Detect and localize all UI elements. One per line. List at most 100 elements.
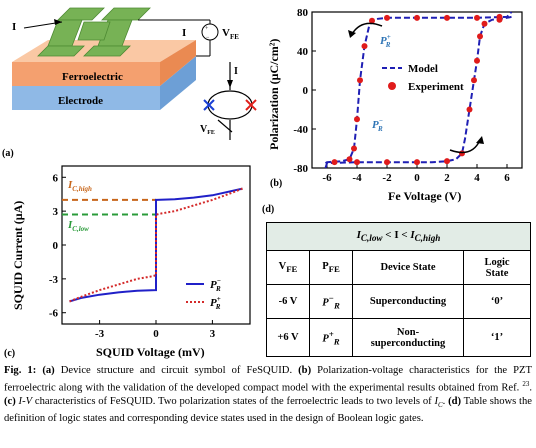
x-tick-label: -2: [382, 172, 392, 184]
experiment-point: [361, 43, 368, 50]
y-tick-label: -40: [293, 124, 308, 136]
experiment-point: [384, 14, 390, 21]
current-label-out: I: [182, 27, 186, 39]
plot-frame: [311, 11, 523, 169]
col-state-header: Device State: [352, 250, 464, 285]
panel-a-label: (a): [2, 148, 14, 159]
ic-high-label: IC,high: [67, 179, 92, 193]
current-label-in: I: [12, 21, 16, 33]
row2-vfe: +6 V: [266, 318, 310, 357]
y-tick-label: 80: [297, 7, 309, 19]
pr-minus-annotation: P− R: [372, 117, 383, 133]
y-tick-label: -80: [293, 163, 308, 175]
table-row: +6 V P+R Non-superconducting ‘1’: [266, 318, 531, 357]
col-logic-header: Logic State: [463, 250, 531, 285]
voltage-source-icon: [201, 23, 219, 41]
svg-text:+: +: [205, 26, 209, 32]
ferroelectric-side: [160, 40, 196, 86]
table-header-condition: IC,low < I < IC,high: [266, 222, 531, 251]
logic-table-wrapper: IC,low < I < IC,high VFE PFE Device Stat…: [266, 222, 531, 357]
col-vfe-header: VFE: [266, 250, 310, 285]
legend-pr-plus: P+ R: [210, 295, 221, 311]
y-tick-label: 40: [297, 46, 309, 58]
symbol-vfe-label: VFE: [200, 124, 215, 136]
x-tick-label: -3: [95, 328, 105, 340]
y-tick-label: 0: [53, 240, 59, 252]
legend-model: Model: [408, 63, 438, 75]
experiment-point: [354, 116, 360, 123]
experiment-point: [474, 57, 480, 64]
experiment-point: [384, 159, 390, 166]
legend-pr-minus: P− R: [210, 277, 221, 293]
experiment-point: [466, 106, 473, 113]
loop-arrow-top-icon: [351, 22, 383, 35]
x-axis-label: SQUID Voltage (mV): [96, 345, 205, 359]
x-tick-label: 0: [153, 328, 159, 340]
row1-pfe: P−R: [309, 284, 353, 319]
table-row: -6 V P−R Superconducting ‘0’: [266, 284, 531, 319]
col-pfe-header: PFE: [309, 250, 353, 285]
experiment-point: [351, 145, 357, 152]
experiment-point: [459, 150, 465, 157]
symbol-current-label: I: [234, 66, 238, 77]
y-tick-label: 3: [53, 206, 59, 218]
y-tick-label: 0: [303, 85, 309, 97]
experiment-point: [444, 158, 450, 165]
row1-logic-state: ‘0’: [463, 284, 531, 319]
cross-right-icon: [245, 99, 257, 111]
panel-b-label: (b): [270, 178, 282, 189]
x-tick-label: 6: [504, 172, 510, 184]
logic-state-table: IC,low < I < IC,high VFE PFE Device Stat…: [266, 222, 531, 357]
squid-structure: [37, 7, 151, 57]
row2-pfe: P+R: [309, 318, 353, 357]
y-tick-label: 6: [53, 172, 59, 184]
pr-plus-annotation: P+ R: [380, 33, 391, 49]
experiment-point: [474, 14, 480, 21]
svg-text:−: −: [206, 35, 210, 41]
symbol-current-arrow-icon: [227, 80, 233, 88]
experiment-point: [444, 14, 450, 21]
row2-device-state: Non-superconducting: [352, 318, 464, 357]
panel-d-label: (d): [262, 204, 275, 215]
y-tick-label: -3: [49, 274, 59, 286]
device-diagram: I I + − VFE Ferroelectric Electrode I VF…: [2, 7, 257, 159]
x-tick-label: 0: [414, 172, 420, 184]
x-tick-label: 4: [474, 172, 480, 184]
row1-vfe: -6 V: [266, 284, 310, 319]
fesquid-symbol: [207, 62, 253, 140]
experiment-point: [331, 159, 338, 166]
electrode-front: [12, 86, 160, 110]
x-tick-label: 2: [444, 172, 450, 184]
experiment-point: [369, 17, 375, 24]
iv-chart: -3 0 3 -6 -3 0 3 6 IC,high IC,low P− R P+ R SQUID…: [4, 165, 251, 359]
current-arrow-icon: [54, 19, 62, 25]
experiment-point: [496, 16, 503, 23]
experiment-point: [414, 159, 420, 166]
experiment-point: [471, 77, 477, 84]
experiment-point: [481, 20, 488, 27]
legend: Model Experiment: [382, 63, 464, 93]
experiment-point: [477, 33, 483, 40]
polarization-chart: -6 -4 -2 0 2 4 6 -80 -40 0 40 80 P+ R P− R Model Expe…: [267, 7, 523, 203]
iv-curve-1: [69, 187, 243, 303]
iv-curve-0: [69, 187, 243, 303]
y-tick-label: -6: [49, 308, 59, 320]
experiment-point: [357, 77, 363, 84]
experiment-point: [414, 14, 420, 21]
ic-low-label: IC,low: [67, 219, 89, 233]
x-tick-label: 3: [210, 328, 216, 340]
x-axis-label: Fe Voltage (V): [388, 189, 461, 203]
electrode-label: Electrode: [58, 95, 103, 107]
electrode-side: [160, 56, 196, 110]
y-axis-label: Polarization (μC/cm²): [267, 39, 281, 150]
row2-logic-state: ‘1’: [463, 318, 531, 357]
panel-c-label: (c): [4, 348, 15, 359]
legend: P− R P+ R: [186, 277, 221, 311]
table-row: VFE PFE Device State Logic State: [266, 250, 531, 285]
figure-caption: Fig. 1: (a) Device structure and circuit…: [4, 365, 532, 425]
row1-device-state: Superconducting: [352, 284, 464, 319]
legend-experiment: Experiment: [408, 81, 464, 93]
ferroelectric-label: Ferroelectric: [62, 71, 123, 83]
x-tick-label: -6: [322, 172, 332, 184]
experiment-point: [354, 159, 360, 166]
